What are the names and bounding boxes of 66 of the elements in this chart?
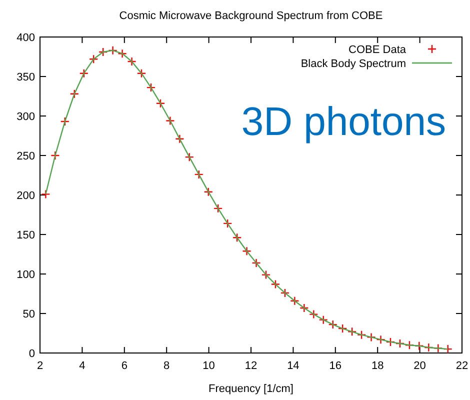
point (395, 338, 405, 348)
point (309, 310, 318, 319)
y-tick-label: 50 (22, 308, 35, 320)
x-tick-label: 10 (202, 360, 215, 372)
point (347, 327, 357, 336)
point (280, 288, 290, 298)
point (204, 187, 213, 196)
x-tick-label: 4 (79, 360, 86, 372)
y-tick-label: 250 (16, 150, 35, 162)
x-tick-label: 22 (456, 360, 468, 372)
point (386, 337, 396, 347)
point (136, 68, 146, 78)
x-tick-label: 2 (36, 360, 44, 372)
point (366, 332, 376, 342)
point (213, 204, 223, 214)
point (232, 233, 242, 242)
point (194, 170, 204, 180)
point (146, 82, 156, 92)
point (328, 320, 338, 330)
x-tick-label: 18 (371, 360, 384, 372)
point (156, 98, 166, 108)
y-tick-label: 150 (16, 230, 35, 242)
point (242, 246, 252, 256)
point (404, 340, 414, 350)
legend-label: Black Body Spectrum (300, 58, 406, 70)
point (166, 116, 175, 126)
x-tick-label: 8 (164, 360, 170, 372)
point (414, 341, 424, 350)
x-axis-title: Frequency [1/cm] (208, 383, 294, 395)
point (70, 89, 79, 98)
y-tick-label: 300 (16, 111, 35, 123)
point (50, 150, 60, 160)
y-tick-label: 400 (16, 32, 35, 44)
point (98, 47, 108, 57)
point (118, 48, 127, 58)
x-tick-label: 20 (414, 360, 426, 372)
point (270, 280, 280, 289)
point (300, 303, 309, 313)
point (376, 334, 386, 344)
point (127, 56, 136, 66)
point (290, 296, 300, 306)
point (184, 152, 194, 162)
point (338, 324, 348, 334)
point (222, 218, 232, 228)
x-tick-label: 6 (121, 360, 128, 372)
legend-label: COBE Data (348, 44, 407, 56)
chart-title: Cosmic Microwave Background Spectrum from COBE (119, 10, 383, 22)
point (434, 344, 443, 353)
x-tick-label: 16 (329, 360, 342, 372)
annotation: 3D photons (241, 100, 446, 144)
y-tick-label: 0 (28, 348, 35, 360)
point (79, 68, 88, 78)
point (356, 330, 366, 340)
x-tick-label: 14 (287, 360, 300, 372)
y-tick-label: 350 (16, 72, 35, 84)
point (60, 116, 70, 126)
point (88, 54, 98, 64)
point (108, 46, 118, 56)
point (261, 270, 271, 280)
point (318, 315, 328, 324)
y-tick-label: 100 (16, 269, 35, 281)
point (41, 190, 50, 199)
x-tick-label: 12 (244, 360, 258, 372)
point (252, 258, 261, 268)
y-tick-label: 200 (16, 190, 35, 202)
point (175, 134, 184, 144)
